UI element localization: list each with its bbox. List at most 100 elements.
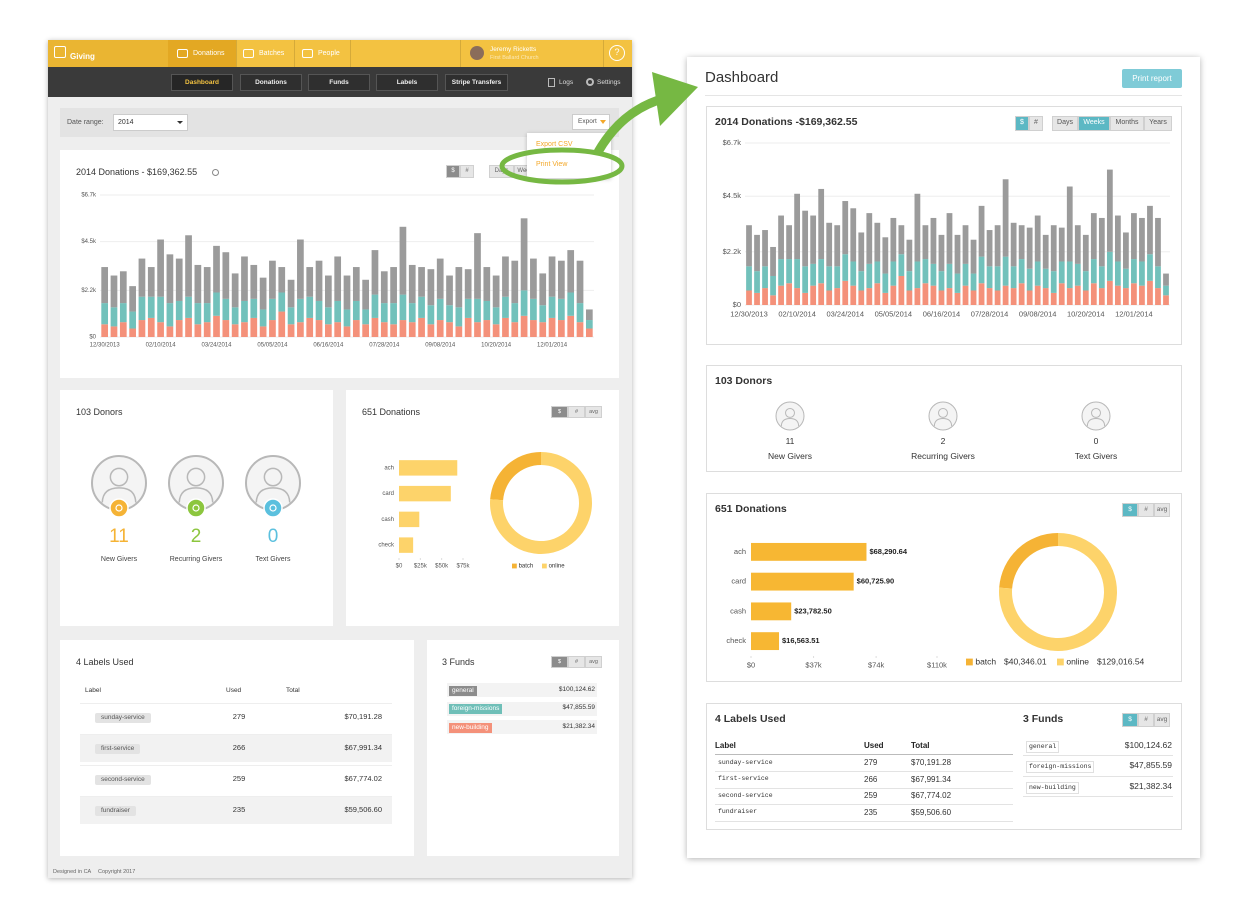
fund-amount: $100,124.62 [1124, 739, 1172, 750]
toggle-label[interactable]: $ [451, 167, 455, 174]
toggle-label[interactable]: # [1034, 119, 1038, 127]
menu-item[interactable]: Print View [536, 160, 568, 168]
sub-nav-button[interactable] [171, 74, 233, 91]
sub-nav-label[interactable]: Stripe Transfers [451, 78, 502, 86]
toggle-button[interactable] [1122, 713, 1138, 727]
used-count: 235 [864, 807, 878, 817]
nav-separator [294, 40, 295, 67]
toggle-label[interactable]: $ [1128, 505, 1132, 513]
sub-nav-label[interactable]: Donations [255, 78, 287, 86]
date-select[interactable] [113, 114, 188, 131]
logo: Giving [70, 52, 95, 62]
toggle-button[interactable] [1154, 713, 1170, 727]
used-count: 235 [232, 805, 246, 815]
toggle-button[interactable] [460, 165, 474, 178]
toggle-button[interactable] [446, 165, 460, 178]
total-amount: $70,191.28 [344, 712, 382, 722]
toggle-button[interactable] [1015, 116, 1029, 131]
user-name[interactable]: Jeremy Ricketts [490, 45, 537, 53]
toggle-label[interactable]: $ [557, 658, 562, 665]
card-title: 3 Funds [1023, 713, 1064, 726]
fund-row-line [1023, 775, 1173, 777]
nav-icon [302, 49, 313, 58]
donor-label: Text Givers [1074, 450, 1118, 461]
sub-nav-button[interactable] [376, 74, 438, 91]
toggle-label[interactable]: avg [1156, 715, 1168, 723]
logs-link[interactable]: Logs [559, 78, 574, 86]
logo-block [48, 40, 168, 67]
help-button[interactable] [609, 45, 625, 61]
toggle-button[interactable] [1029, 116, 1043, 131]
table-header: Label [85, 686, 101, 694]
toggle-button[interactable] [568, 656, 585, 668]
nav-item[interactable]: Batches [259, 49, 285, 57]
toggle-button[interactable] [585, 656, 602, 668]
export-label[interactable]: Export [578, 117, 597, 125]
nav-separator [603, 40, 604, 67]
sub-nav-button[interactable] [445, 74, 508, 91]
toggle-label[interactable]: # [465, 167, 469, 174]
fund-amount: $21,382.34 [1129, 780, 1172, 791]
toggle-label[interactable]: # [574, 658, 579, 665]
period-label[interactable]: Weeks [1083, 119, 1105, 127]
period-label[interactable]: Years [1149, 119, 1167, 127]
sub-nav-button[interactable] [240, 74, 302, 91]
period-button[interactable] [1078, 116, 1110, 131]
toggle-button[interactable] [585, 406, 602, 418]
logo-icon [54, 46, 66, 58]
filter-label: Date range: [67, 118, 104, 126]
donor-count: 11 [109, 526, 129, 548]
period-label[interactable]: Days [494, 167, 509, 174]
period-button[interactable] [1110, 116, 1144, 131]
toggle-button[interactable] [1122, 503, 1138, 517]
toggle-button[interactable] [551, 406, 568, 418]
toggle-label[interactable]: $ [1020, 119, 1024, 127]
donor-count: 2 [940, 435, 946, 446]
total-amount: $67,991.34 [911, 774, 952, 784]
donor-count: 0 [267, 526, 279, 548]
help-label[interactable]: ? [614, 47, 620, 58]
fund-row-line [1023, 796, 1173, 797]
card [706, 365, 1182, 472]
sub-nav-label[interactable]: Funds [329, 78, 349, 86]
nav-item[interactable]: People [318, 49, 340, 57]
date-value[interactable]: 2014 [118, 118, 134, 126]
period-label[interactable]: Days [1057, 119, 1073, 127]
period-button[interactable] [1052, 116, 1078, 131]
nav-separator [460, 40, 461, 67]
nav-item[interactable]: Donations [193, 49, 225, 57]
label-name: fundraiser [718, 808, 758, 816]
card-title: 3 Funds [442, 657, 475, 668]
period-label[interactable]: Months [1115, 119, 1139, 127]
toggle-label[interactable]: # [574, 408, 579, 415]
toggle-label[interactable]: $ [1128, 715, 1132, 723]
settings-link[interactable]: Settings [597, 78, 621, 86]
fund-tag: new-building [449, 722, 492, 733]
toggle-button[interactable] [1138, 503, 1154, 517]
toggle-label[interactable]: # [1144, 715, 1148, 723]
menu-item[interactable]: Export CSV [536, 140, 573, 148]
table-header: Total [286, 686, 300, 694]
toggle-label[interactable]: $ [557, 408, 562, 415]
print-frame [687, 57, 1200, 858]
toggle-label[interactable]: # [1144, 505, 1148, 513]
used-count: 279 [864, 758, 878, 768]
sub-nav-label[interactable]: Dashboard [185, 78, 219, 86]
period-button[interactable] [1144, 116, 1172, 131]
toggle-button[interactable] [1154, 503, 1170, 517]
print-button[interactable] [1122, 69, 1182, 88]
toggle-button[interactable] [568, 406, 585, 418]
sub-nav-button[interactable] [308, 74, 370, 91]
table-row-line [715, 771, 1013, 772]
toggle-label[interactable]: avg [1156, 505, 1168, 513]
print-button-label[interactable]: Print report [1132, 74, 1172, 84]
card-title: 2014 Donations - $169,362.55 [76, 167, 198, 178]
toggle-label[interactable]: avg [589, 408, 598, 415]
used-count: 259 [864, 791, 878, 801]
toggle-button[interactable] [1138, 713, 1154, 727]
label-name: sunday-service [718, 758, 773, 766]
sub-nav-label[interactable]: Labels [396, 78, 418, 86]
toggle-label[interactable]: avg [589, 658, 598, 665]
toggle-button[interactable] [551, 656, 568, 668]
